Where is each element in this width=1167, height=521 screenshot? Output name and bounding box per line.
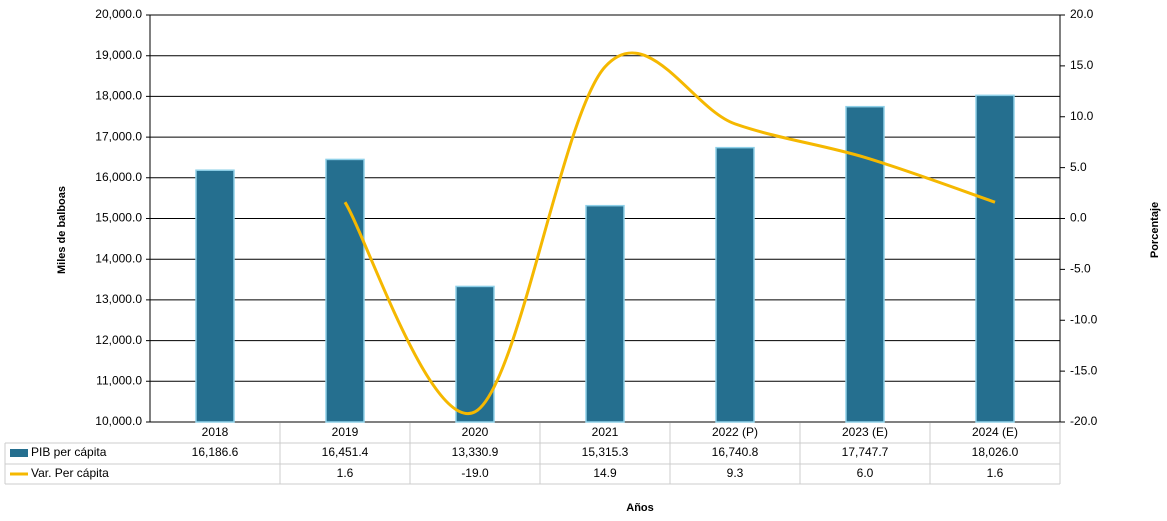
x-tick-label: 2022 (P) bbox=[712, 425, 758, 439]
y2-tick-label: 0.0 bbox=[1070, 211, 1087, 225]
table-value: 16,740.8 bbox=[712, 445, 759, 459]
bar bbox=[325, 158, 365, 423]
table-value: 13,330.9 bbox=[452, 445, 499, 459]
table-value: 1.6 bbox=[987, 466, 1004, 480]
y-axis-title: Miles de balboas bbox=[56, 186, 68, 274]
x-tick-label: 2023 (E) bbox=[842, 425, 888, 439]
table-value: 1.6 bbox=[337, 466, 354, 480]
table-value: 14.9 bbox=[593, 466, 617, 480]
y-tick-label: 14,000.0 bbox=[95, 251, 142, 265]
y2-tick-label: -15.0 bbox=[1070, 363, 1098, 377]
y2-tick-label: 5.0 bbox=[1070, 160, 1087, 174]
y-tick-label: 12,000.0 bbox=[95, 333, 142, 347]
x-tick-label: 2020 bbox=[462, 425, 489, 439]
legend-key bbox=[10, 449, 28, 457]
bar bbox=[195, 169, 235, 423]
y2-tick-label: 20.0 bbox=[1070, 7, 1094, 21]
y-tick-label: 16,000.0 bbox=[95, 170, 142, 184]
table-value: 15,315.3 bbox=[582, 445, 629, 459]
x-tick-label: 2024 (E) bbox=[972, 425, 1018, 439]
x-tick-label: 2018 bbox=[202, 425, 229, 439]
bar bbox=[585, 204, 625, 423]
bar bbox=[975, 94, 1015, 423]
y-tick-label: 18,000.0 bbox=[95, 89, 142, 103]
line bbox=[343, 51, 996, 416]
y-tick-label: 10,000.0 bbox=[95, 414, 142, 428]
x-tick-label: 2019 bbox=[332, 425, 359, 439]
y2-axis-title: Porcentaje bbox=[1149, 202, 1161, 258]
table-value: 16,451.4 bbox=[322, 445, 369, 459]
y2-tick-label: -20.0 bbox=[1070, 414, 1098, 428]
y-tick-label: 15,000.0 bbox=[95, 211, 142, 225]
table-value: 18,026.0 bbox=[972, 445, 1019, 459]
y2-tick-label: -10.0 bbox=[1070, 312, 1098, 326]
x-tick-label: 2021 bbox=[592, 425, 619, 439]
y-tick-label: 20,000.0 bbox=[95, 7, 142, 21]
y2-tick-label: 10.0 bbox=[1070, 109, 1094, 123]
y2-tick-label: -5.0 bbox=[1070, 262, 1091, 276]
y-tick-label: 19,000.0 bbox=[95, 48, 142, 62]
table-value: 9.3 bbox=[727, 466, 744, 480]
bar bbox=[455, 285, 495, 423]
y2-tick-label: 15.0 bbox=[1070, 58, 1094, 72]
y-tick-label: 13,000.0 bbox=[95, 292, 142, 306]
y-tick-label: 11,000.0 bbox=[96, 373, 142, 387]
x-axis-title: Años bbox=[626, 502, 654, 514]
table-value: 17,747.7 bbox=[842, 445, 889, 459]
y-tick-label: 17,000.0 bbox=[95, 129, 142, 143]
table-value: 16,186.6 bbox=[192, 445, 239, 459]
table-value: -19.0 bbox=[461, 466, 489, 480]
legend-label: Var. Per cápita bbox=[31, 466, 109, 480]
bar bbox=[715, 146, 755, 423]
bar bbox=[845, 105, 885, 423]
legend-label: PIB per cápita bbox=[31, 445, 107, 459]
table-value: 6.0 bbox=[857, 466, 874, 480]
